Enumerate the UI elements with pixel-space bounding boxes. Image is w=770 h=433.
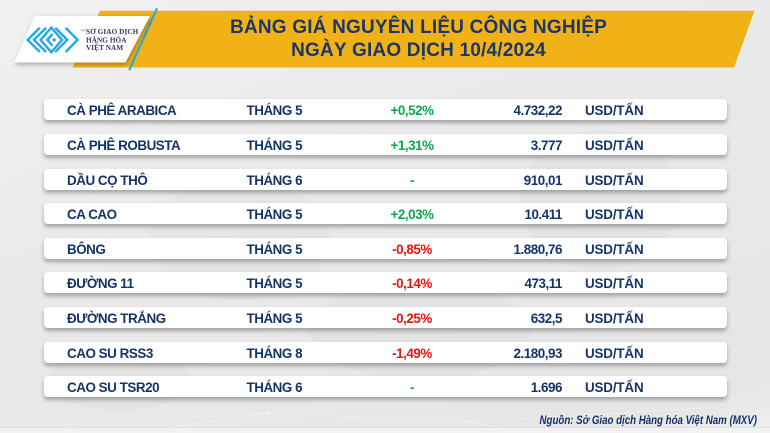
svg-text:TM: TM [80,28,85,32]
svg-text:SỞ GIAO DỊCH: SỞ GIAO DỊCH [86,26,139,36]
svg-text:HÀNG HÓA: HÀNG HÓA [86,35,127,45]
svg-text:VIỆT NAM: VIỆT NAM [86,43,123,52]
